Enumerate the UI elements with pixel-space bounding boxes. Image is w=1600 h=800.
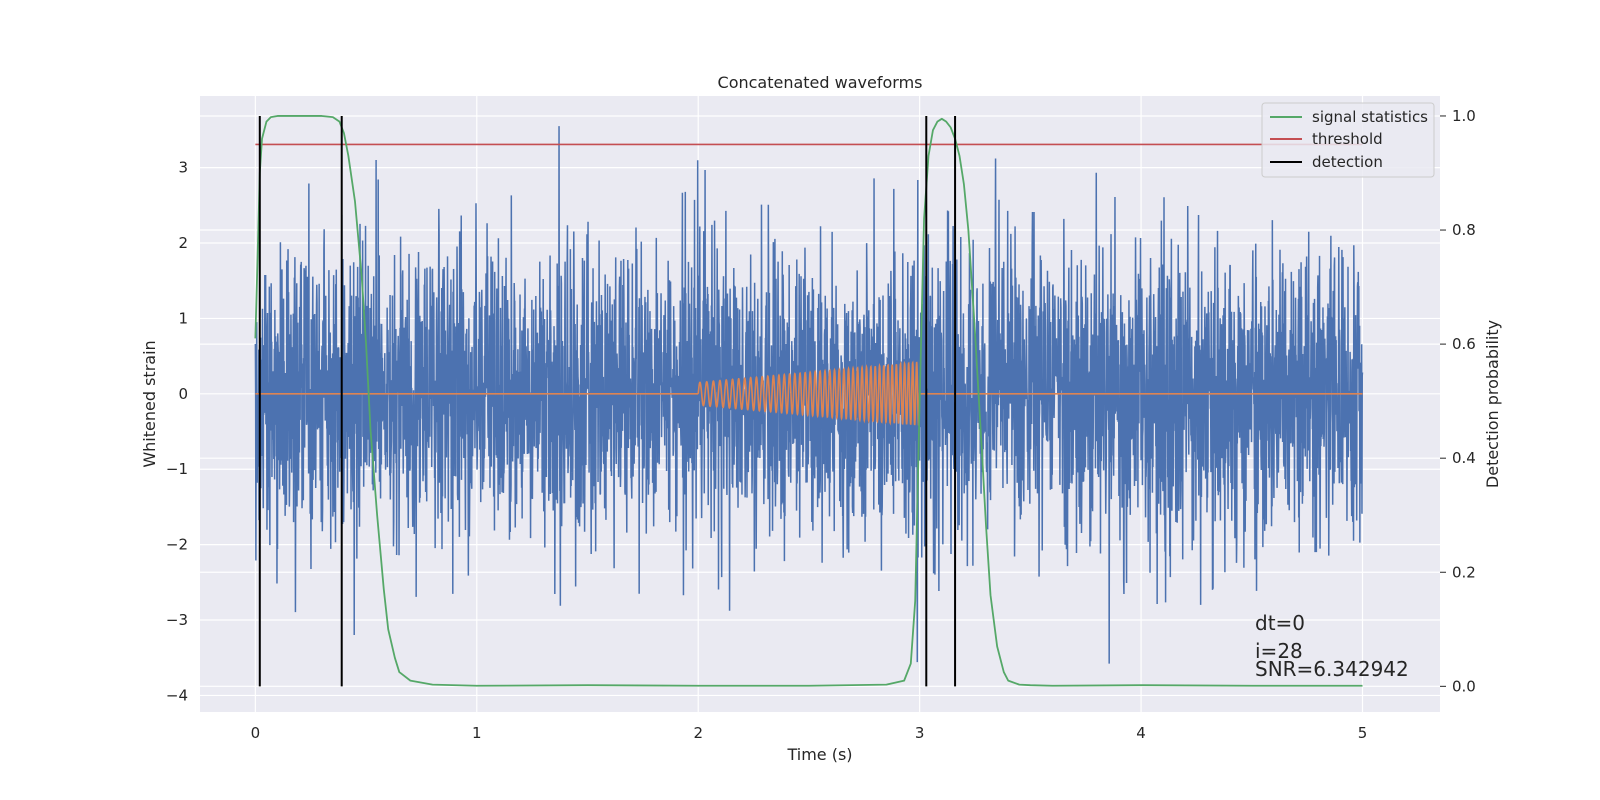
- x-tick-label: 2: [693, 724, 703, 742]
- y2-tick-label: 0.6: [1452, 335, 1476, 353]
- legend-label-detection: detection: [1312, 153, 1383, 171]
- legend-label-signal: signal statistics: [1312, 108, 1428, 126]
- data-layer: [254, 115, 1364, 687]
- x-tick-labels: 0 1 2 3 4 5: [251, 724, 1368, 742]
- annotation-snr: SNR=6.342942: [1255, 657, 1409, 681]
- x-tick-label: 5: [1358, 724, 1368, 742]
- x-tick-label: 3: [915, 724, 925, 742]
- chart-title: Concatenated waveforms: [718, 73, 923, 92]
- series-signal-statistics: [254, 115, 1363, 687]
- y-tick-label: 0: [178, 385, 188, 403]
- x-tick-label: 4: [1136, 724, 1146, 742]
- x-axis-label: Time (s): [786, 745, 852, 764]
- y-tick-labels: −4 −3 −2 −1 0 1 2 3: [166, 159, 188, 705]
- y-tick-label: −1: [166, 460, 188, 478]
- legend: signal statistics threshold detection: [1261, 102, 1435, 178]
- x-tick-label: 1: [472, 724, 482, 742]
- y-tick-label: −4: [166, 686, 188, 704]
- annotation-dt: dt=0: [1255, 611, 1305, 635]
- y2-tick-label: 0.4: [1452, 449, 1476, 467]
- y2-tick-label: 0.8: [1452, 221, 1476, 239]
- y2-tick-label: 0.0: [1452, 677, 1476, 695]
- y-tick-label: 2: [178, 234, 188, 252]
- y-tick-label: −2: [166, 536, 188, 554]
- y-axis-label: Whitened strain: [140, 340, 159, 467]
- legend-label-threshold: threshold: [1312, 130, 1383, 148]
- y-tick-label: −3: [166, 611, 188, 629]
- y2-tick-label: 1.0: [1452, 107, 1476, 125]
- y-tick-label: 1: [178, 309, 188, 327]
- series-whitened-strain: [254, 126, 1364, 664]
- y2-axis-label: Detection probability: [1483, 320, 1502, 488]
- legend-box: [1261, 102, 1435, 178]
- annotation-index: i=28: [1255, 639, 1303, 663]
- y2-tick-labels: 0.0 0.2 0.4 0.6 0.8 1.0: [1440, 107, 1476, 695]
- annotation-block: dt=0 i=28 SNR=6.342942: [1255, 611, 1409, 681]
- series-signal-template: [255, 360, 1363, 426]
- y2-tick-label: 0.2: [1452, 563, 1476, 581]
- x-tick-label: 0: [251, 724, 261, 742]
- y-tick-label: 3: [178, 159, 188, 177]
